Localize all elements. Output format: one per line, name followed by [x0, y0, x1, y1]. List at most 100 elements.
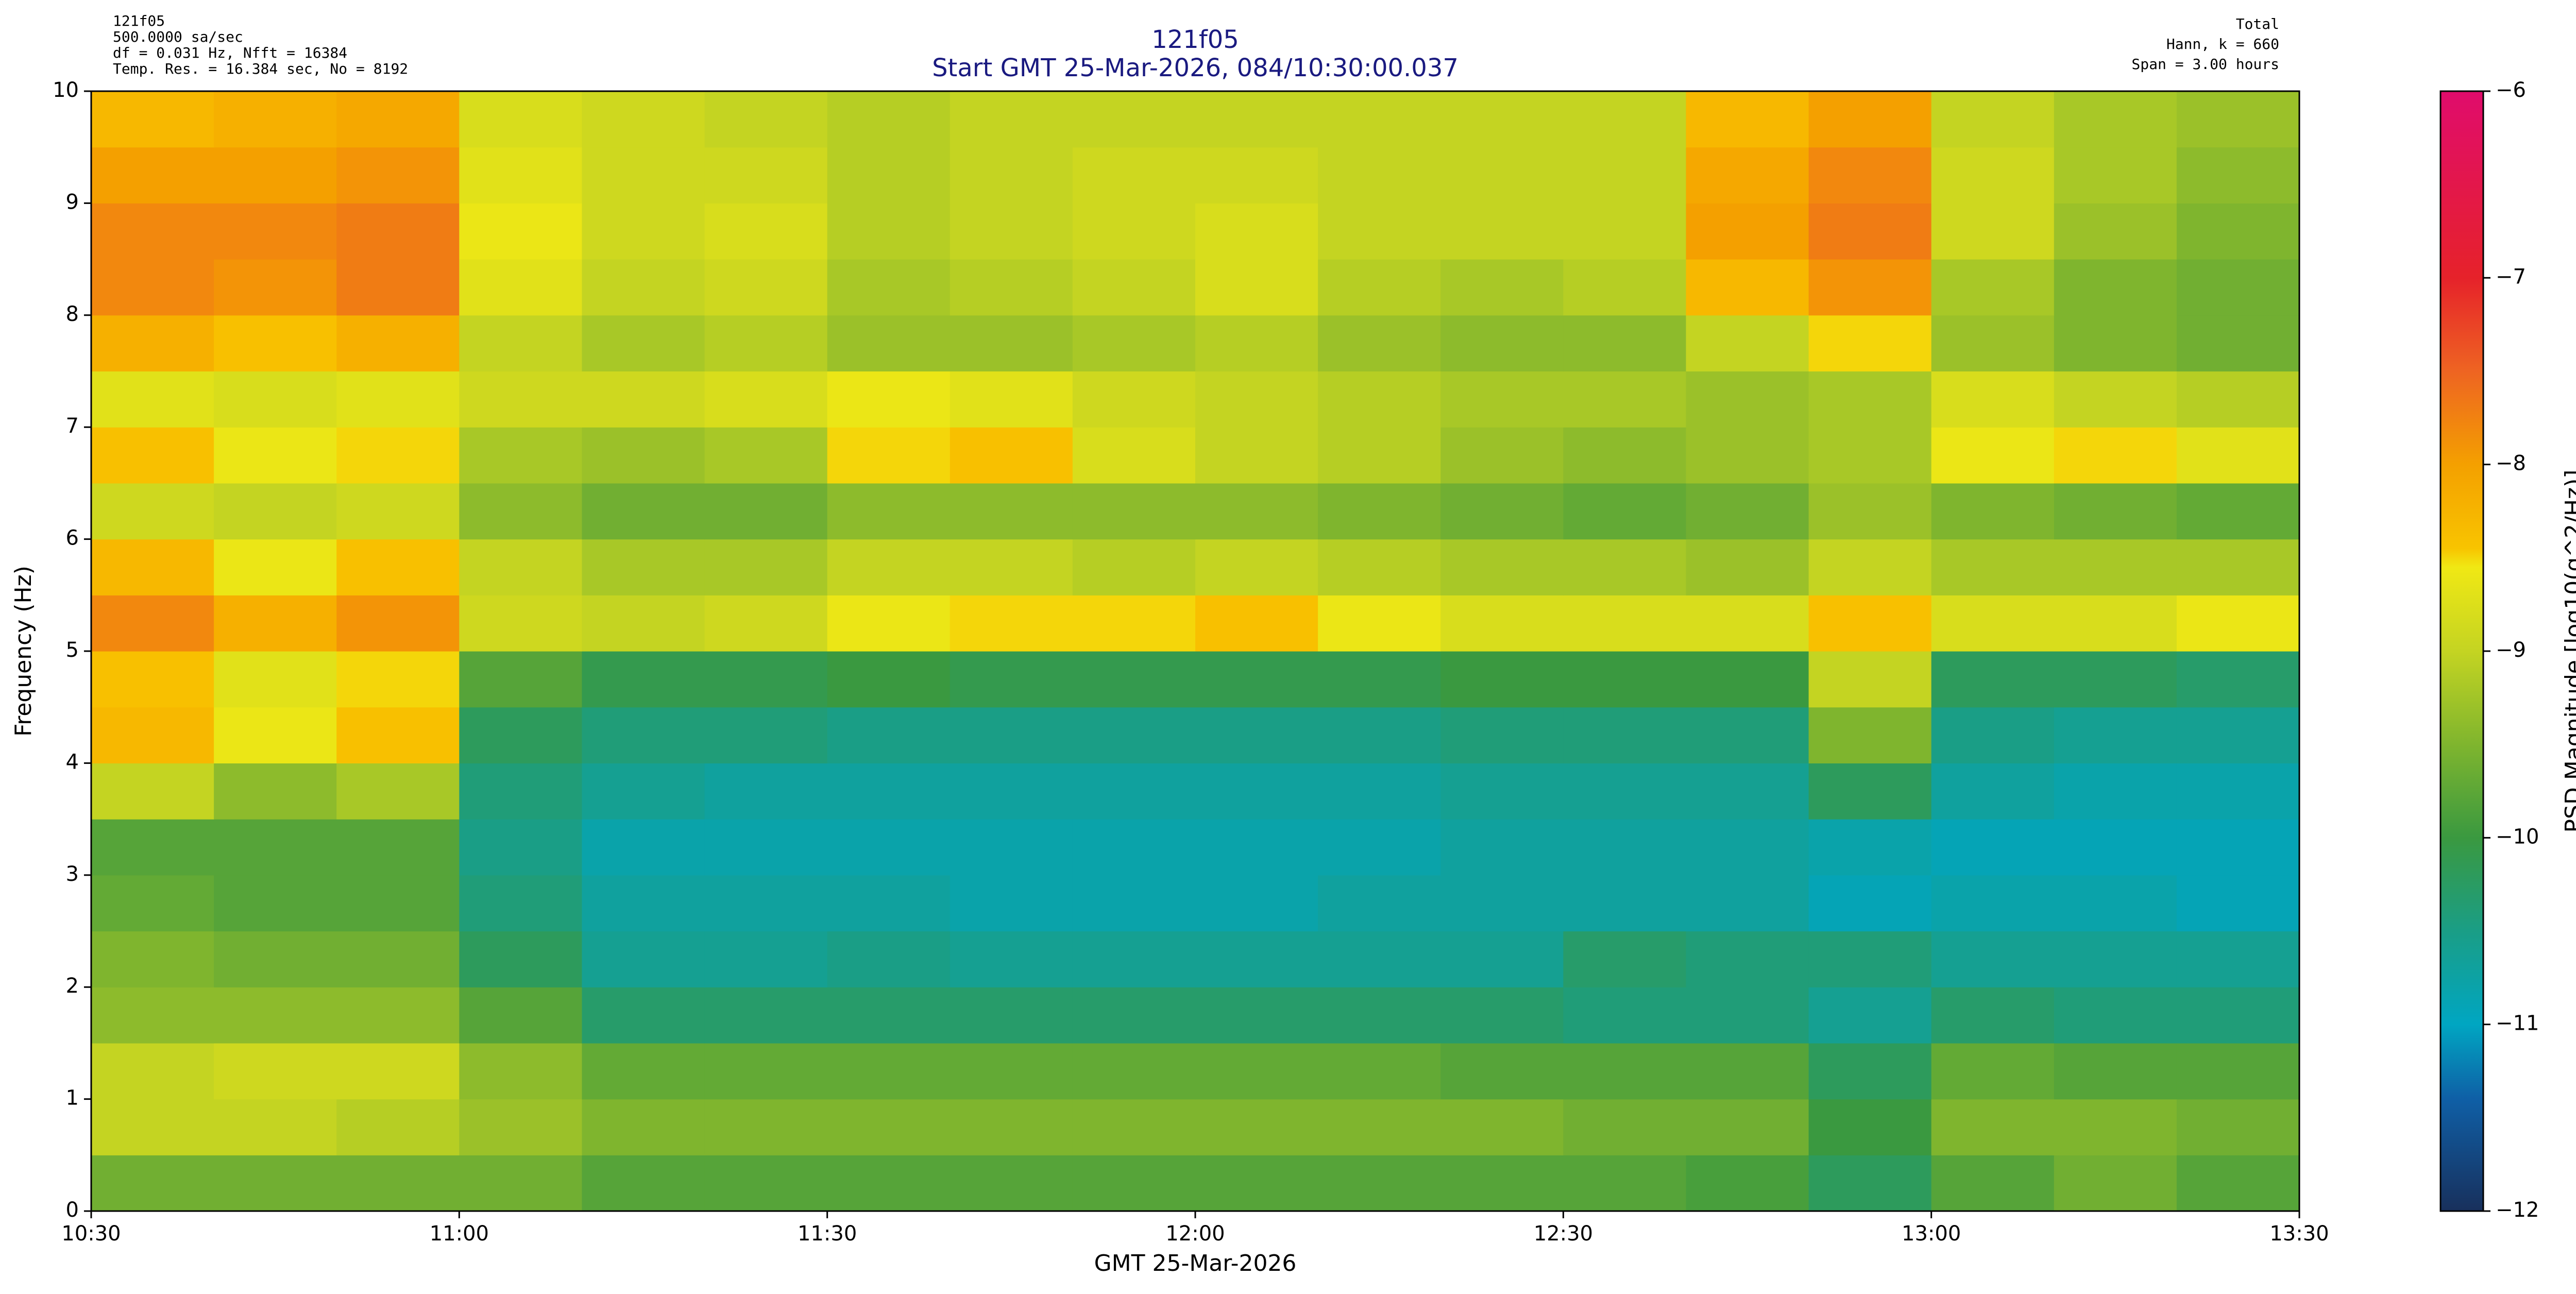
- heatmap-cell: [1072, 315, 1196, 372]
- heatmap-cell: [1931, 483, 2055, 540]
- heatmap-cell: [214, 259, 337, 316]
- heatmap-cell: [1808, 147, 1932, 203]
- heatmap-cell: [1440, 147, 1564, 203]
- heatmap-cell: [704, 987, 828, 1044]
- heatmap-cell: [2176, 371, 2300, 428]
- heatmap-cell: [2176, 987, 2300, 1044]
- heatmap-cell: [1563, 259, 1687, 316]
- heatmap-cell: [704, 259, 828, 316]
- heatmap-cell: [2054, 1155, 2177, 1212]
- y-tick-label: 7: [66, 414, 79, 438]
- heatmap-cell: [704, 427, 828, 484]
- heatmap-cell: [336, 1099, 460, 1155]
- heatmap-cell: [2054, 315, 2177, 372]
- x-tick-label: 12:30: [1534, 1222, 1593, 1246]
- colorbar-tick-label: −9: [2496, 638, 2526, 662]
- heatmap-cell: [1195, 203, 1318, 260]
- colorbar-label: PSD Magnitude [log10(g^2/Hz)]: [2561, 470, 2576, 833]
- heatmap-cell: [950, 483, 1073, 540]
- colorbar-tick-label: −8: [2496, 452, 2526, 475]
- heatmap-cell: [1686, 483, 1809, 540]
- heatmap-cell: [1931, 763, 2055, 820]
- heatmap-cell: [1931, 371, 2055, 428]
- heatmap-cell: [1440, 987, 1564, 1044]
- heatmap-cell: [582, 1155, 705, 1212]
- heatmap-cell: [91, 819, 214, 876]
- heatmap-cell: [1072, 595, 1196, 652]
- heatmap-cell: [2176, 651, 2300, 708]
- heatmap-cell: [1318, 1043, 1441, 1100]
- heatmap-cell: [1563, 707, 1687, 763]
- heatmap-cell: [1563, 91, 1687, 148]
- heatmap-cell: [336, 931, 460, 987]
- heatmap-cell: [459, 595, 583, 652]
- heatmap-cell: [2054, 931, 2177, 987]
- heatmap-cell: [336, 539, 460, 595]
- heatmap-cell: [1931, 707, 2055, 763]
- heatmap-cell: [1440, 483, 1564, 540]
- heatmap-cell: [950, 371, 1073, 428]
- heatmap-cell: [2054, 763, 2177, 820]
- heatmap-cell: [459, 1043, 583, 1100]
- colorbar-tick-label: −11: [2496, 1012, 2539, 1035]
- heatmap-cell: [214, 539, 337, 595]
- heatmap-cell: [1440, 931, 1564, 987]
- heatmap-cell: [2176, 203, 2300, 260]
- heatmap-cell: [1195, 427, 1318, 484]
- heatmap-cell: [336, 707, 460, 763]
- heatmap-cell: [827, 147, 951, 203]
- heatmap-cell: [2176, 595, 2300, 652]
- heatmap-cell: [214, 651, 337, 708]
- heatmap-cell: [1440, 539, 1564, 595]
- heatmap-cell: [214, 1043, 337, 1100]
- heatmap-cell: [827, 595, 951, 652]
- heatmap-cell: [1072, 875, 1196, 932]
- heatmap-cell: [2176, 483, 2300, 540]
- heatmap-cell: [2176, 1099, 2300, 1155]
- heatmap-cell: [1563, 651, 1687, 708]
- heatmap-cell: [582, 763, 705, 820]
- heatmap-cell: [704, 595, 828, 652]
- heatmap: [91, 91, 2300, 1212]
- heatmap-cell: [1686, 147, 1809, 203]
- heatmap-cell: [1931, 539, 2055, 595]
- heatmap-cell: [582, 987, 705, 1044]
- y-tick-label: 4: [66, 750, 79, 774]
- heatmap-cell: [1563, 819, 1687, 876]
- y-axis-label: Frequency (Hz): [10, 566, 37, 737]
- heatmap-cell: [827, 1043, 951, 1100]
- heatmap-cell: [704, 147, 828, 203]
- heatmap-cell: [1808, 539, 1932, 595]
- heatmap-cell: [1195, 1099, 1318, 1155]
- heatmap-cell: [91, 427, 214, 484]
- heatmap-cell: [1318, 1155, 1441, 1212]
- x-tick-label: 11:30: [798, 1222, 857, 1246]
- heatmap-cell: [459, 987, 583, 1044]
- heatmap-cell: [582, 315, 705, 372]
- heatmap-cell: [214, 707, 337, 763]
- heatmap-cell: [459, 203, 583, 260]
- heatmap-cell: [582, 371, 705, 428]
- heatmap-cell: [582, 539, 705, 595]
- info-left-line: Temp. Res. = 16.384 sec, No = 8192: [113, 60, 408, 77]
- heatmap-cell: [91, 371, 214, 428]
- heatmap-cell: [1686, 875, 1809, 932]
- heatmap-cell: [459, 819, 583, 876]
- heatmap-cell: [2054, 539, 2177, 595]
- heatmap-cell: [1563, 315, 1687, 372]
- heatmap-cell: [827, 539, 951, 595]
- heatmap-cell: [1072, 1155, 1196, 1212]
- heatmap-cell: [1072, 427, 1196, 484]
- heatmap-cell: [1808, 1043, 1932, 1100]
- heatmap-cell: [214, 987, 337, 1044]
- heatmap-cell: [1686, 931, 1809, 987]
- heatmap-cell: [459, 315, 583, 372]
- heatmap-cell: [704, 483, 828, 540]
- heatmap-cell: [91, 763, 214, 820]
- heatmap-cell: [91, 483, 214, 540]
- heatmap-cell: [336, 763, 460, 820]
- heatmap-cell: [1931, 819, 2055, 876]
- y-tick-label: 8: [66, 302, 79, 326]
- x-tick-label: 13:30: [2269, 1222, 2329, 1246]
- heatmap-cell: [336, 1155, 460, 1212]
